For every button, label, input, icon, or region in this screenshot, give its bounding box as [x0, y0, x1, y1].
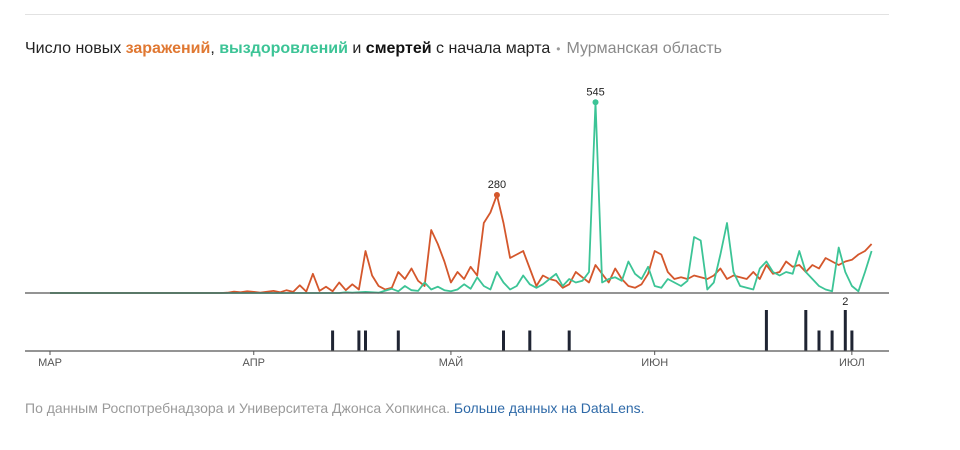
peak-marker	[592, 99, 599, 106]
x-tick-label: ИЮН	[641, 357, 668, 369]
deaths-bars-layer: 2	[331, 296, 854, 351]
title-suffix: с начала марта	[431, 40, 551, 57]
chart-title: Число новых заражений, выздоровлений и с…	[25, 40, 722, 58]
footer: По данным Роспотребнадзора и Университет…	[25, 400, 645, 416]
title-prefix: Число новых	[25, 40, 126, 57]
death-bar	[502, 330, 505, 351]
title-infections: заражений	[125, 40, 211, 57]
series-line-infections	[50, 194, 873, 294]
peak-marker	[493, 192, 500, 198]
death-bar	[817, 330, 821, 351]
chart-area: 280 545 2 МАР АПР МАЙ ИЮН ИЮЛ	[25, 86, 889, 369]
lines-layer: 280 545	[50, 86, 873, 294]
peak-label: 545	[586, 86, 604, 98]
death-bar	[357, 330, 361, 351]
series-line-recoveries	[50, 101, 873, 294]
top-divider	[25, 14, 889, 15]
death-bar	[364, 330, 367, 351]
title-comma: ,	[210, 40, 220, 57]
x-tick-label: МАЙ	[439, 356, 463, 369]
death-bar	[396, 330, 400, 351]
footer-source: По данным Роспотребнадзора и Университет…	[25, 400, 450, 416]
x-tick-label: ИЮЛ	[839, 357, 865, 369]
title-separator-dot: •	[556, 42, 561, 56]
death-bar	[830, 330, 834, 351]
title-recoveries: выздоровлений	[219, 40, 348, 57]
death-bar	[843, 310, 847, 351]
title-deaths: смертей	[365, 40, 432, 57]
x-tick-label: АПР	[243, 357, 265, 369]
death-bar	[331, 330, 335, 351]
peak-label: 280	[488, 179, 506, 191]
x-axis: МАР АПР МАЙ ИЮН ИЮЛ	[25, 292, 889, 369]
death-bar	[764, 310, 768, 351]
datalens-link[interactable]: Больше данных на DataLens.	[453, 400, 645, 416]
death-bar	[804, 310, 808, 351]
death-bar	[528, 330, 532, 351]
death-bar-label: 2	[842, 296, 848, 308]
title-region: Мурманская область	[566, 40, 723, 57]
title-and: и	[347, 40, 366, 57]
x-tick-label: МАР	[38, 357, 62, 369]
death-bar	[567, 330, 571, 351]
death-bar	[850, 330, 854, 351]
